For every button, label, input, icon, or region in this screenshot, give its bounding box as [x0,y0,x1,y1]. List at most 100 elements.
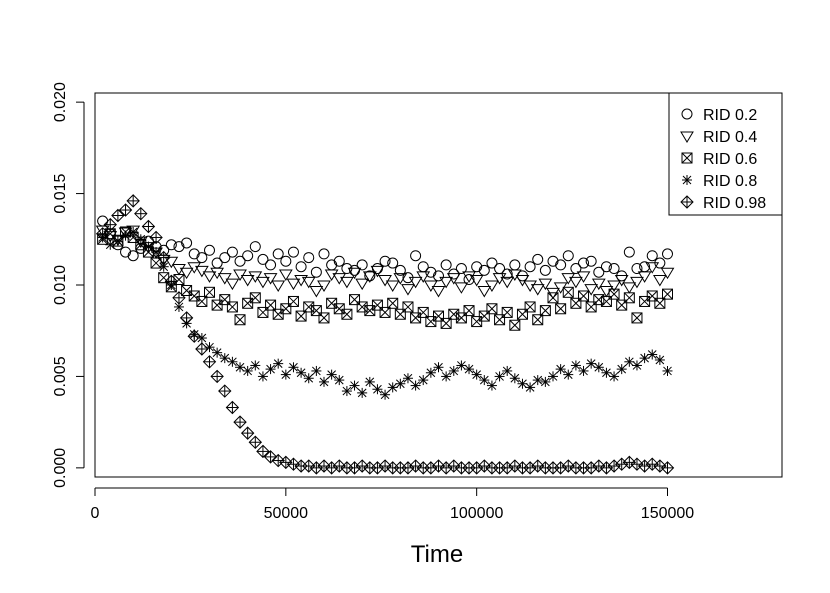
data-point [242,250,254,262]
data-point [393,273,408,285]
legend-marker [680,195,694,209]
data-point [387,257,399,269]
data-point [309,285,324,298]
data-point [164,256,179,269]
data-point [486,303,498,315]
legend-label: RID 0.4 [703,129,757,146]
data-point [578,257,590,269]
data-point [212,347,223,358]
data-point [479,375,490,386]
data-point [608,263,620,275]
data-point [425,367,436,378]
data-point [662,248,673,260]
data-point [226,301,238,313]
data-point [591,278,606,291]
data-point [250,360,261,371]
data-point [256,444,270,459]
data-point [494,371,505,382]
data-point [257,371,268,382]
data-point [164,274,179,289]
data-point [631,263,643,275]
data-point [318,248,330,260]
data-point [120,246,132,258]
data-point [585,255,597,267]
data-point [471,369,482,380]
data-point [469,275,484,287]
data-point [471,261,483,273]
data-point [265,259,277,271]
data-point [562,286,574,298]
data-point [188,248,200,260]
data-point [631,312,643,324]
data-point [103,217,117,232]
data-point [196,295,208,307]
data-point [395,378,406,389]
data-point [562,250,574,262]
data-point [333,255,345,267]
data-point [256,276,270,289]
data-point [151,247,162,258]
data-point [654,297,666,309]
data-point [532,314,544,326]
legend-marker [680,131,694,143]
data-point [118,203,133,217]
data-point [219,353,230,364]
data-point [263,450,278,464]
data-point [271,280,286,292]
data-point [630,276,644,289]
data-point [456,360,467,371]
data-point [310,266,322,278]
data-point [385,280,400,292]
data-point [570,263,582,275]
data-point [616,364,627,375]
data-point [500,276,515,289]
data-point [637,271,652,283]
data-point [240,275,255,287]
data-point [578,365,589,376]
data-point [240,426,255,440]
data-point [349,380,360,391]
data-point [600,261,612,273]
data-point [249,241,261,253]
data-point [538,278,553,291]
data-point [623,292,635,304]
data-point [660,267,675,280]
data-point [227,356,238,367]
data-point [341,386,352,397]
data-point [372,384,383,395]
data-point [547,292,559,304]
data-point [593,266,605,278]
data-point [608,288,620,300]
data-point [134,206,148,221]
data-point [165,239,177,251]
data-point [464,364,475,375]
legend-marker [681,108,693,120]
data-point [326,369,337,380]
data-point [647,349,658,360]
data-point [111,208,125,223]
data-point [509,373,520,384]
data-point [593,362,604,373]
data-point [433,270,444,282]
data-point [287,246,299,258]
data-point [540,376,551,387]
legend-label: RID 0.6 [703,151,757,168]
y-tick-label: 0.000 [52,448,69,488]
data-point [652,275,667,287]
x-axis-label: Time [411,541,463,568]
data-point [563,369,574,380]
data-point [233,415,247,429]
data-point [311,365,322,376]
plot-area-frame [94,92,783,478]
data-points [95,194,675,475]
data-point [539,264,551,276]
data-point [440,317,452,329]
data-point [463,305,475,317]
data-point [202,271,217,283]
data-point [334,375,345,386]
data-point [539,305,551,317]
data-point [196,252,208,264]
data-point [455,263,467,275]
data-point [356,301,368,313]
data-point [387,297,399,309]
